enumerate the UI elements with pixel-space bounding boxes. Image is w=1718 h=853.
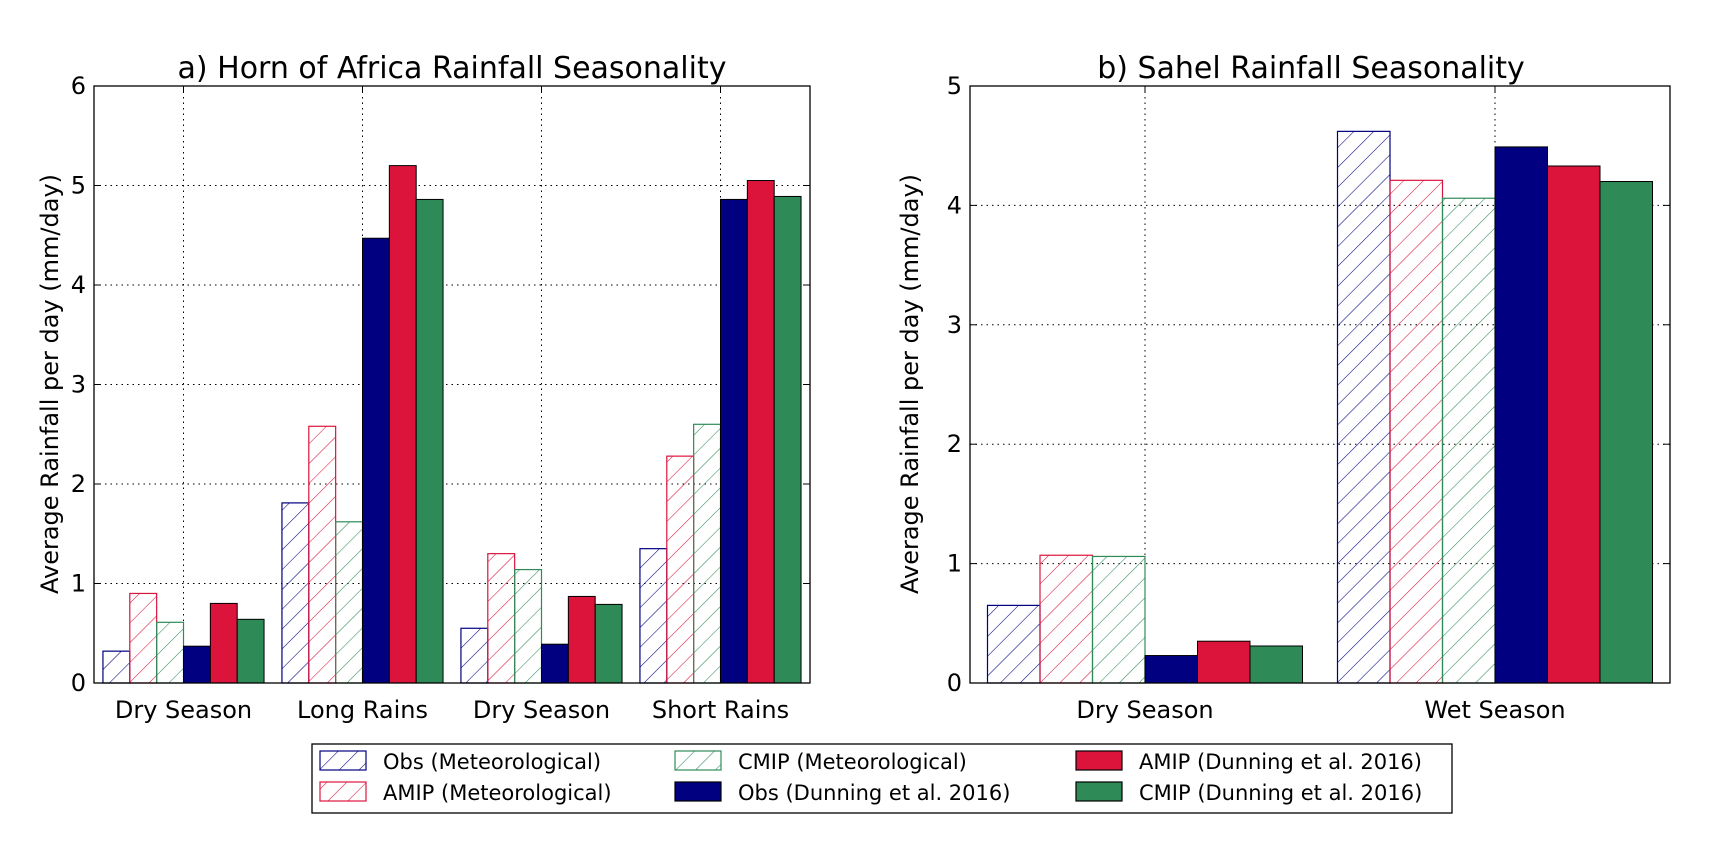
bar-obs-dunning-et-al-2016	[362, 237, 390, 684]
bar-cmip-meteorological	[335, 521, 364, 684]
bar-obs-meteorological	[102, 650, 131, 684]
y-tick-label: 6	[71, 72, 86, 100]
legend-label: Obs (Meteorological)	[383, 750, 601, 774]
legend-swatch	[674, 750, 722, 771]
chart-title: a) Horn of Africa Rainfall Seasonality	[178, 51, 727, 86]
bar-cmip-meteorological	[514, 568, 543, 684]
bar-cmip-meteorological	[1441, 197, 1496, 684]
bar-amip-dunning-et-al-2016	[746, 180, 775, 684]
chart-title: b) Sahel Rainfall Seasonality	[1097, 51, 1525, 86]
bar-cmip-dunning-et-al-2016	[415, 198, 444, 684]
legend-swatch	[319, 781, 367, 802]
bar-cmip-meteorological	[1091, 555, 1146, 684]
bar-amip-meteorological	[487, 553, 516, 684]
y-tick-label: 5	[71, 172, 86, 200]
bar-amip-dunning-et-al-2016	[1197, 640, 1251, 684]
bar-obs-meteorological	[1336, 130, 1391, 684]
bar-cmip-dunning-et-al-2016	[1599, 181, 1653, 684]
category-label: Dry Season	[1076, 696, 1213, 724]
bar-obs-dunning-et-al-2016	[1144, 655, 1198, 684]
legend-swatch	[674, 781, 722, 802]
bar-obs-dunning-et-al-2016	[183, 645, 211, 684]
y-tick-label: 1	[947, 550, 962, 578]
bar-obs-meteorological	[639, 548, 668, 684]
bar-cmip-dunning-et-al-2016	[1249, 645, 1303, 684]
bar-cmip-meteorological	[693, 423, 722, 684]
y-tick-label: 5	[947, 72, 962, 100]
y-tick-label: 2	[71, 470, 86, 498]
y-tick-label: 0	[71, 669, 86, 697]
y-tick-label: 4	[71, 271, 86, 299]
legend-label: CMIP (Meteorological)	[738, 750, 967, 774]
y-tick-label: 2	[947, 430, 962, 458]
category-label: Long Rains	[297, 696, 428, 724]
bar-obs-dunning-et-al-2016	[720, 198, 748, 684]
bars	[986, 130, 1653, 684]
bar-amip-meteorological	[129, 592, 158, 684]
y-axis-label: Average Rainfall per day (mm/day)	[36, 174, 64, 594]
bar-amip-dunning-et-al-2016	[388, 165, 417, 684]
bar-amip-meteorological	[1039, 554, 1094, 684]
legend-label: AMIP (Dunning et al. 2016)	[1139, 750, 1422, 774]
legend-frame	[311, 743, 1453, 814]
bars	[102, 165, 802, 684]
bar-amip-meteorological	[666, 455, 695, 684]
axis-ticks: 0 1 2 3 4 5 Dry Season Wet Season	[947, 72, 1670, 724]
category-label: Short Rains	[652, 696, 789, 724]
category-label: Wet Season	[1424, 696, 1565, 724]
bar-obs-dunning-et-al-2016	[1494, 146, 1548, 684]
legend-swatch	[319, 750, 367, 771]
legend-swatch	[1075, 781, 1123, 802]
legend-label: CMIP (Dunning et al. 2016)	[1139, 781, 1422, 805]
bar-cmip-meteorological	[156, 621, 185, 684]
bar-amip-dunning-et-al-2016	[567, 595, 596, 684]
category-label: Dry Season	[115, 696, 252, 724]
y-tick-label: 3	[71, 371, 86, 399]
bar-amip-dunning-et-al-2016	[1547, 165, 1601, 684]
y-tick-label: 0	[947, 669, 962, 697]
category-label: Dry Season	[473, 696, 610, 724]
chart-panel-horn-of-africa: a) Horn of Africa Rainfall Seasonality A…	[36, 51, 811, 724]
legend-label: AMIP (Meteorological)	[383, 781, 612, 805]
y-tick-label: 3	[947, 311, 962, 339]
bar-amip-meteorological	[308, 425, 337, 684]
bar-obs-meteorological	[460, 627, 489, 684]
bar-obs-meteorological	[986, 604, 1041, 684]
y-tick-label: 4	[947, 191, 962, 219]
legend-swatch	[1075, 750, 1123, 771]
bar-amip-dunning-et-al-2016	[209, 602, 238, 684]
legend: Obs (Meteorological) CMIP (Meteorological…	[311, 743, 1453, 814]
bar-cmip-dunning-et-al-2016	[594, 603, 623, 684]
axis-ticks: 0 1 2 3 4 5 6 Dry Season Long Rains Dry Season Sho…	[71, 72, 810, 724]
bar-amip-meteorological	[1389, 179, 1444, 684]
bar-obs-meteorological	[281, 502, 310, 684]
legend-label: Obs (Dunning et al. 2016)	[738, 781, 1010, 805]
plot-frame	[969, 85, 1671, 684]
bar-cmip-dunning-et-al-2016	[773, 195, 802, 684]
bar-cmip-dunning-et-al-2016	[236, 618, 265, 684]
chart-panel-sahel: b) Sahel Rainfall Seasonality Average Ra…	[896, 51, 1671, 724]
y-axis-label: Average Rainfall per day (mm/day)	[896, 174, 924, 594]
y-tick-label: 1	[71, 570, 86, 598]
bar-obs-dunning-et-al-2016	[541, 643, 569, 684]
